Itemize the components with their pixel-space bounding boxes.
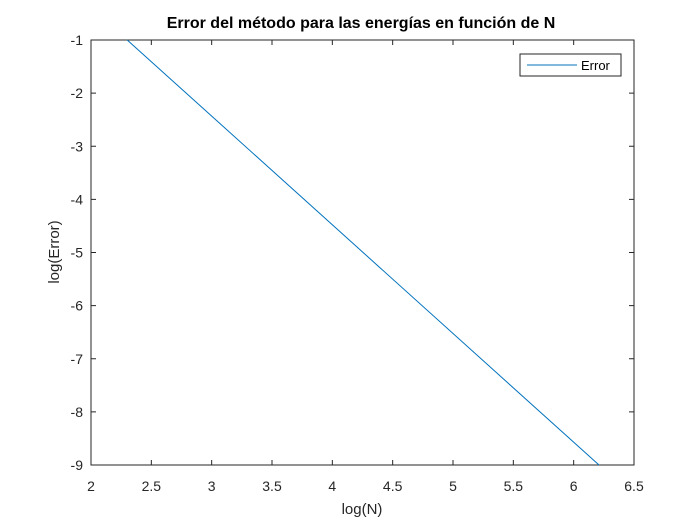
- x-tick-label: 3: [208, 478, 216, 494]
- x-tick-label: 4.5: [383, 478, 403, 494]
- x-tick-label: 3.5: [262, 478, 282, 494]
- x-tick-label: 5.5: [504, 478, 524, 494]
- y-tick-label: -1: [71, 32, 84, 48]
- x-tick-label: 2: [87, 478, 95, 494]
- y-tick-label: -4: [71, 191, 84, 207]
- x-tick-label: 6.5: [624, 478, 644, 494]
- chart-title: Error del método para las energías en fu…: [167, 15, 556, 32]
- legend-label-error: Error: [581, 58, 611, 73]
- y-tick-label: -2: [71, 85, 84, 101]
- x-tick-label: 4: [328, 478, 336, 494]
- series-line-error: [126, 39, 600, 466]
- series-lines: [126, 39, 600, 466]
- y-tick-label: -6: [71, 298, 84, 314]
- x-tick-label: 5: [449, 478, 457, 494]
- y-tick-label: -5: [71, 245, 84, 261]
- x-tick-label: 6: [570, 478, 578, 494]
- y-tick-label: -8: [71, 404, 84, 420]
- legend: Error: [519, 53, 622, 77]
- y-axis-ticks: -1 -2 -3 -4 -5 -6 -7 -8 -9: [71, 32, 634, 473]
- x-axis-label: log(N): [342, 501, 383, 518]
- y-tick-label: -9: [71, 457, 84, 473]
- y-tick-label: -7: [71, 351, 84, 367]
- x-tick-label: 2.5: [142, 478, 162, 494]
- y-tick-label: -3: [71, 138, 84, 154]
- x-axis-ticks: 2 2.5 3 3.5 4 4.5 5 5.5 6 6.5: [87, 40, 644, 494]
- y-axis-label: log(Error): [46, 220, 63, 283]
